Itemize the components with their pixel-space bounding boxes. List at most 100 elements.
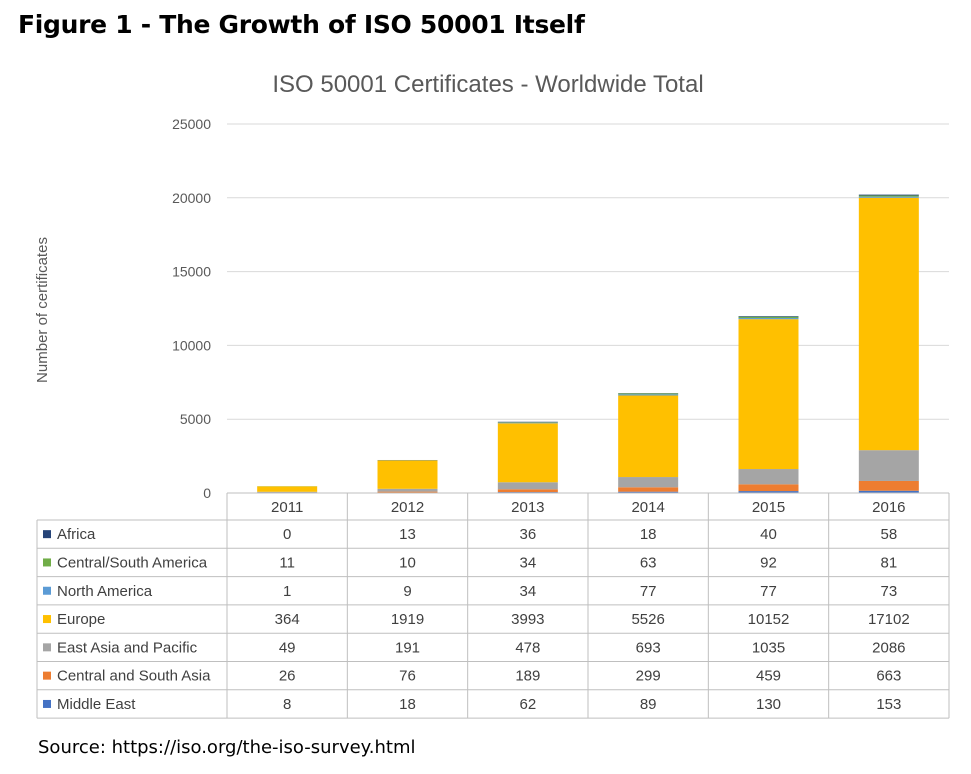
x-tick-label: 2016 [872, 499, 905, 516]
legend-label: Middle East [57, 696, 136, 713]
data-label: 89 [640, 696, 657, 713]
data-label: 63 [640, 554, 657, 571]
y-tick-label: 10000 [172, 337, 211, 353]
bar-2015-middle-east [738, 491, 799, 493]
x-tick-label: 2014 [631, 499, 664, 516]
data-label: 189 [515, 668, 540, 685]
bar-2012-europe [377, 460, 438, 489]
legend-swatch [43, 615, 51, 624]
grid-lines [227, 123, 949, 494]
data-label: 10 [399, 554, 416, 571]
x-tick-label: 2012 [391, 499, 424, 516]
data-label: 2086 [872, 639, 905, 656]
data-label: 34 [519, 583, 536, 600]
bar-2015-central-and-south-asia [738, 484, 799, 492]
bar-2013-africa [497, 421, 558, 423]
figure-title: Figure 1 - The Growth of ISO 50001 Itsel… [18, 10, 585, 39]
bar-2015-east-asia-and-pacific [738, 469, 799, 485]
data-label: 81 [880, 554, 897, 571]
bar-2016-central-south-america [858, 195, 919, 197]
legend-swatch [43, 558, 51, 567]
bar-2013-east-asia-and-pacific [497, 482, 558, 490]
bar-2015-africa [738, 316, 799, 317]
y-tick-label: 5000 [180, 411, 211, 427]
data-label: 0 [283, 526, 291, 543]
legend-swatch [43, 530, 51, 539]
legend-swatch [43, 586, 51, 595]
bar-2011-europe [257, 486, 318, 492]
bar-2013-europe [497, 423, 558, 483]
data-label: 18 [640, 526, 657, 543]
data-label: 1 [283, 583, 291, 600]
data-label: 92 [760, 554, 777, 571]
data-label: 3993 [511, 611, 544, 628]
data-label: 8 [283, 696, 291, 713]
bars [257, 194, 919, 493]
data-label: 1919 [391, 611, 424, 628]
bar-2013-central-and-south-asia [497, 489, 558, 493]
y-tick-labels: 0 5000 10000 15000 20000 25000 [172, 116, 211, 501]
x-tick-label: 2011 [271, 499, 303, 516]
legend-label: Central and South Asia [57, 668, 211, 685]
data-label: 1035 [752, 639, 785, 656]
data-label: 77 [760, 583, 777, 600]
legend-label: Europe [57, 611, 105, 628]
x-tick-label: 2015 [752, 499, 785, 516]
data-label: 299 [636, 668, 661, 685]
data-label: 62 [519, 696, 536, 713]
data-label: 76 [399, 668, 416, 685]
bar-2014-central-south-america [618, 393, 679, 395]
data-label: 34 [519, 554, 536, 571]
bar-2016-africa [858, 194, 919, 196]
data-label: 13 [399, 526, 416, 543]
data-label: 40 [760, 526, 777, 543]
bar-2012-central-and-south-asia [377, 491, 438, 493]
x-tick-label: 2013 [511, 499, 544, 516]
legend-swatch [43, 699, 51, 708]
y-axis-label: Number of certificates [34, 237, 51, 383]
legend-label: Africa [57, 526, 96, 543]
y-tick-label: 0 [203, 485, 211, 501]
legend-swatch [43, 671, 51, 680]
bar-2013-north-america [497, 422, 558, 424]
data-label: 73 [880, 583, 897, 600]
data-label: 364 [275, 611, 300, 628]
y-tick-label: 15000 [172, 264, 211, 280]
data-label: 77 [640, 583, 657, 600]
data-label: 153 [876, 696, 901, 713]
bar-2014-north-america [618, 394, 679, 396]
data-label: 9 [403, 583, 411, 600]
legend-swatch [43, 643, 51, 652]
bar-2014-middle-east [618, 491, 679, 493]
data-label: 18 [399, 696, 416, 713]
bar-2016-east-asia-and-pacific [858, 450, 919, 481]
data-label: 191 [395, 639, 420, 656]
y-tick-label: 25000 [172, 116, 211, 132]
data-label: 17102 [868, 611, 910, 628]
bar-2016-north-america [858, 196, 919, 198]
data-label: 36 [519, 526, 536, 543]
bar-2016-europe [858, 197, 919, 451]
data-label: 459 [756, 668, 781, 685]
chart-title: ISO 50001 Certificates - Worldwide Total [272, 71, 703, 98]
bar-2016-middle-east [858, 490, 919, 493]
source-note: Source: https://iso.org/the-iso-survey.h… [38, 737, 416, 758]
y-tick-label: 20000 [172, 190, 211, 206]
bar-2012-east-asia-and-pacific [377, 488, 438, 492]
data-label: 478 [515, 639, 540, 656]
bar-2015-central-south-america [738, 316, 799, 319]
data-label: 693 [636, 639, 661, 656]
data-label: 58 [880, 526, 897, 543]
bar-2014-central-and-south-asia [618, 487, 679, 492]
bar-2011-east-asia-and-pacific [257, 491, 318, 493]
data-label: 26 [279, 668, 296, 685]
data-label: 663 [876, 668, 901, 685]
bar-2016-central-and-south-asia [858, 480, 919, 491]
bar-2014-europe [618, 395, 679, 478]
bar-2015-north-america [738, 318, 799, 320]
legend-label: Central/South America [57, 554, 208, 571]
bar-2015-europe [738, 319, 799, 470]
data-label: 10152 [748, 611, 790, 628]
data-label: 49 [279, 639, 296, 656]
